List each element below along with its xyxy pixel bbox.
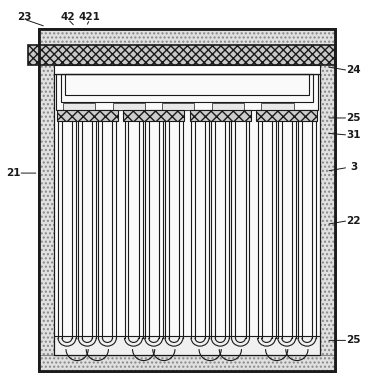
Bar [320,29,335,371]
Text: 31: 31 [347,130,361,140]
Bar [54,66,320,74]
Text: 22: 22 [347,216,361,225]
Bar [54,74,320,355]
Bar [123,110,184,121]
Bar [39,29,335,45]
Bar [39,29,335,371]
Bar [39,29,54,371]
Text: 25: 25 [347,335,361,345]
Bar [162,103,194,110]
Bar [113,103,145,110]
Text: 21: 21 [6,168,20,178]
Text: 421: 421 [79,12,101,22]
Text: 3: 3 [350,163,358,172]
Bar [39,355,335,371]
Bar [190,110,251,121]
Bar [257,110,317,121]
Bar [61,74,313,102]
Bar [39,29,335,371]
Text: 24: 24 [346,66,361,75]
Bar [54,336,320,355]
Bar [57,110,117,121]
Bar [54,74,320,355]
Bar [65,74,309,95]
Bar [212,103,244,110]
Bar [63,103,95,110]
Text: 23: 23 [17,12,31,22]
Text: 42: 42 [61,12,75,22]
Bar [261,103,294,110]
Bar [56,74,318,110]
Text: 25: 25 [347,113,361,123]
Bar [28,45,335,66]
